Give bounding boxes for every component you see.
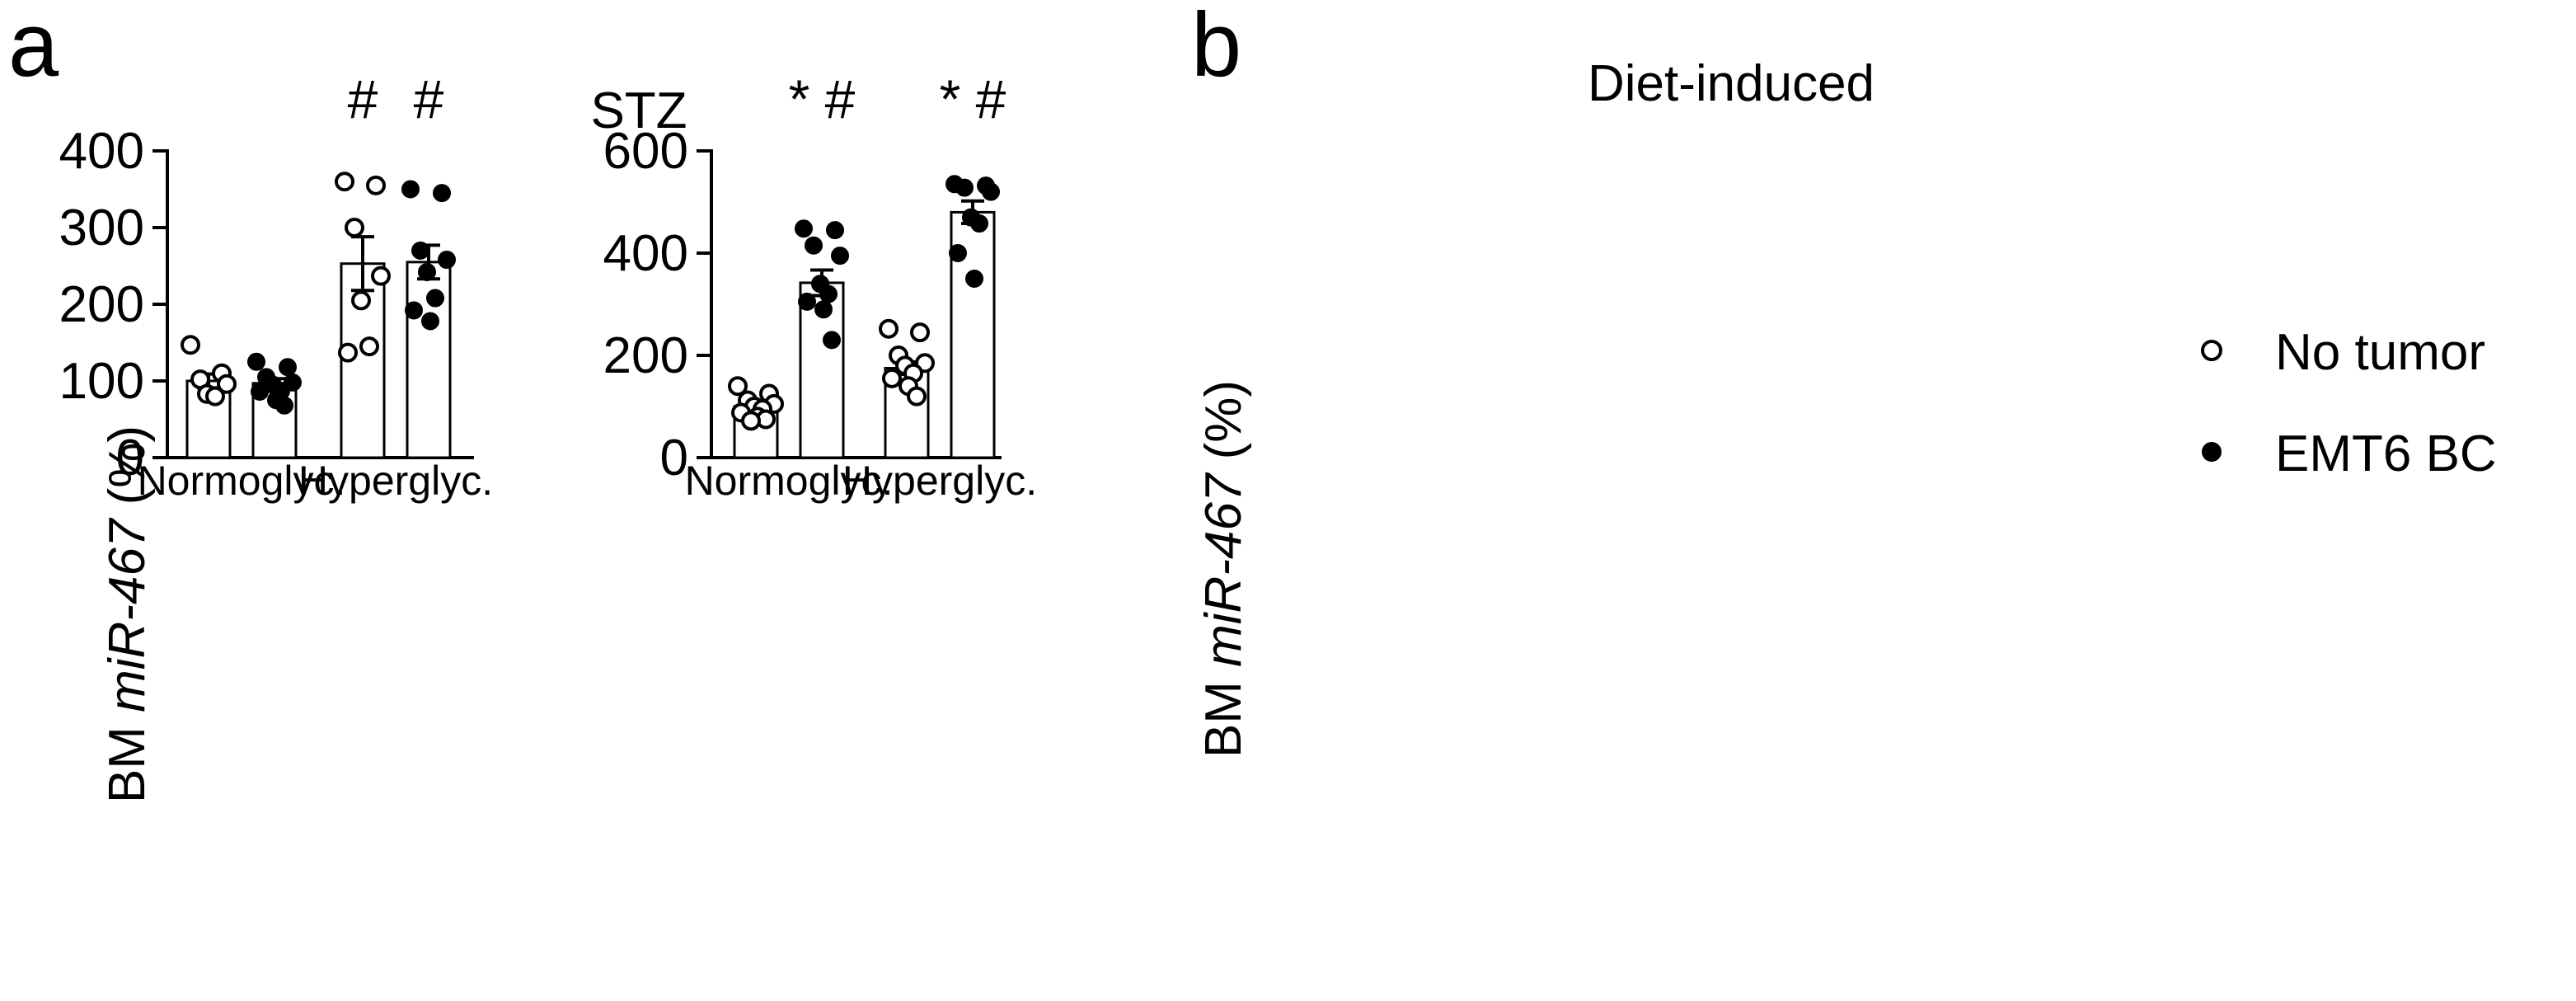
panel-b-ylabel-suffix: (%) bbox=[1195, 380, 1252, 474]
panel-b-data-point bbox=[805, 236, 823, 255]
panel-a-y-tick-label: 200 bbox=[59, 276, 144, 333]
panel-a-group-label: Normoglyc. bbox=[138, 458, 346, 504]
panel-b-data-point bbox=[814, 300, 833, 319]
panel-a-significance-annotation: # bbox=[414, 68, 444, 129]
panel-a-significance-annotation: # bbox=[348, 68, 378, 129]
panel-b-data-point bbox=[798, 292, 816, 311]
panel-b-data-point bbox=[795, 219, 813, 238]
panel-b-significance-annotation: * # bbox=[940, 68, 1006, 129]
panel-b-significance-annotation: * # bbox=[789, 68, 856, 129]
panel-b-group-label: Normoglyc. bbox=[685, 458, 894, 504]
panel-b-y-tick-label: 400 bbox=[603, 225, 688, 282]
panel-b-y-tick-label: 200 bbox=[603, 327, 688, 384]
panel-a-data-point bbox=[438, 251, 456, 270]
panel-b-chart: 0 200 400 600 Normoglyc.Hyperglyc. * # * # bbox=[603, 68, 1038, 504]
panel-a-y-tick-label: 400 bbox=[59, 123, 144, 180]
panel-b-data-point bbox=[741, 411, 761, 431]
panel-a-data-point bbox=[251, 383, 269, 402]
panel-a-y-tick-label: 0 bbox=[116, 430, 144, 486]
panel-a-data-point bbox=[418, 262, 436, 281]
legend-label-emt6-bc: EMT6 BC bbox=[2275, 425, 2497, 482]
panel-b-data-point bbox=[965, 270, 983, 288]
panel-a-ylabel-prefix: BM bbox=[99, 712, 156, 803]
panel-a-data-point bbox=[359, 336, 379, 357]
panel-b-group-label: Hyperglyc. bbox=[842, 458, 1037, 504]
legend-marker-open bbox=[2201, 340, 2222, 361]
panel-a-y-tick-label: 300 bbox=[59, 200, 144, 256]
panel-b-data-point bbox=[910, 322, 930, 343]
legend: No tumor EMT6 BC bbox=[2201, 324, 2497, 482]
panel-b-data-point bbox=[907, 386, 927, 407]
panel-b-y-tick-label: 0 bbox=[660, 430, 688, 486]
panel-a-data-point bbox=[401, 180, 420, 199]
panel-a-data-point bbox=[345, 218, 364, 237]
panel-b-data-point bbox=[879, 318, 899, 339]
panel-a-data-point bbox=[335, 172, 354, 192]
panel-a-data-point bbox=[426, 289, 444, 308]
panel-a-data-point bbox=[405, 301, 423, 320]
panel-b-data-point bbox=[970, 214, 988, 233]
panel-b-label: b bbox=[1191, 0, 1241, 96]
panel-a-group-label: Hyperglyc. bbox=[298, 458, 493, 504]
panel-b-data-point bbox=[831, 247, 849, 266]
panel-a-data-point bbox=[433, 184, 451, 203]
panel-b-data-point bbox=[955, 178, 974, 197]
panel-a-data-point bbox=[181, 335, 200, 355]
panel-a-y-tick-label: 100 bbox=[59, 353, 144, 410]
panel-a-data-point bbox=[351, 290, 371, 311]
panel-b-y-tick-label: 600 bbox=[603, 123, 688, 180]
legend-label-no-tumor: No tumor bbox=[2275, 324, 2485, 381]
panel-b-data-point bbox=[949, 244, 967, 262]
panel-a-title: STZ bbox=[590, 82, 687, 139]
legend-marker-filled bbox=[2202, 442, 2222, 462]
panel-a-chart: 0 100 200 300 400 Normoglyc.Hyperglyc. # # bbox=[59, 68, 494, 504]
panel-a-data-point bbox=[279, 358, 297, 377]
panel-a-data-point bbox=[411, 241, 429, 260]
panel-b-title: Diet-induced bbox=[1588, 55, 1875, 112]
panel-a-data-point bbox=[217, 374, 237, 394]
panel-b-data-point bbox=[728, 376, 748, 397]
panel-a-data-point bbox=[205, 386, 225, 407]
panel-a-data-point bbox=[247, 352, 265, 371]
panel-a-bar bbox=[406, 261, 452, 459]
panel-b-data-point bbox=[823, 331, 841, 350]
panel-b-data-point bbox=[819, 284, 838, 303]
panel-a-label: a bbox=[8, 0, 59, 96]
panel-a-data-point bbox=[421, 312, 439, 331]
panel-a-data-point bbox=[366, 175, 386, 195]
panel-a-data-point bbox=[338, 342, 358, 363]
panel-a-ylabel-italic: miR-467 bbox=[99, 517, 156, 712]
panel-a-data-point bbox=[371, 266, 391, 286]
panel-b-ylabel-prefix: BM bbox=[1195, 667, 1252, 758]
panel-b-ylabel-italic: miR-467 bbox=[1195, 472, 1252, 667]
panel-a-ylabel-suffix: (%) bbox=[99, 425, 156, 519]
panel-a-data-point bbox=[275, 396, 293, 415]
panel-b-data-point bbox=[982, 182, 1000, 201]
panel-b-data-point bbox=[826, 221, 844, 240]
panel-b-data-point bbox=[882, 368, 902, 388]
panel-b-ylabel: BM miR-467 (%) bbox=[1195, 380, 1252, 758]
panel-a-ylabel: BM miR-467 (%) bbox=[99, 425, 156, 803]
